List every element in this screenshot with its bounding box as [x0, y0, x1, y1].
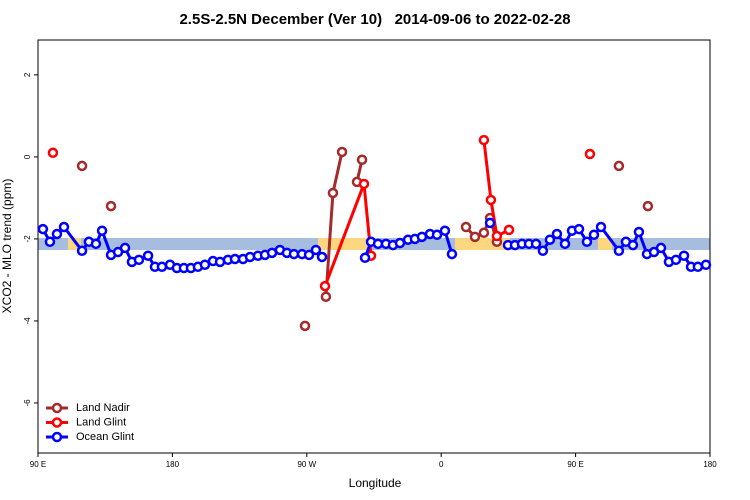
data-point	[356, 154, 368, 166]
data-point	[244, 251, 256, 263]
data-point	[96, 225, 108, 236]
data-point	[229, 253, 241, 265]
data-point	[90, 238, 102, 250]
data-point	[485, 194, 497, 206]
data-point	[503, 224, 515, 236]
data-point	[431, 229, 443, 241]
data-point	[642, 200, 654, 212]
plot-frame	[37, 39, 711, 454]
data-point	[199, 259, 211, 271]
y-tick-label: 2	[23, 72, 32, 77]
data-point	[595, 221, 607, 233]
data-point	[76, 245, 88, 257]
data-point	[544, 234, 556, 245]
data-point	[336, 146, 348, 158]
data-point	[530, 238, 542, 250]
data-point	[460, 221, 472, 233]
legend-marker	[51, 402, 63, 414]
x-tick-label: 90 W	[297, 460, 316, 469]
data-point	[633, 226, 645, 238]
data-point	[439, 225, 451, 236]
y-tick-label: -2	[23, 235, 32, 243]
data-point	[584, 148, 596, 160]
data-point	[119, 242, 131, 254]
legend-marker	[51, 431, 63, 443]
data-point	[416, 231, 428, 243]
data-point	[670, 254, 682, 266]
data-point	[655, 242, 667, 254]
data-point	[537, 245, 549, 257]
data-point	[394, 237, 406, 249]
data-point	[478, 227, 490, 239]
legend: Land Nadir Land Glint Ocean Glint	[46, 402, 134, 443]
data-point	[37, 223, 49, 235]
legend-label: Land Nadir	[76, 402, 130, 414]
chart-title: 2.5S-2.5N December (Ver 10) 2014-09-06 t…	[179, 11, 570, 28]
x-tick-label: 90 E	[567, 460, 583, 469]
x-tick-label: 90 E	[30, 460, 46, 469]
x-tick-label: 0	[439, 460, 444, 469]
data-point	[76, 160, 88, 172]
data-point	[469, 231, 481, 243]
data-point	[491, 230, 503, 242]
data-point	[58, 221, 70, 233]
legend-label: Land Glint	[76, 416, 126, 428]
x-tick-label: 180	[166, 460, 180, 469]
legend-marker	[51, 417, 63, 428]
data-point	[484, 217, 496, 229]
data-point	[358, 178, 370, 190]
data-point	[51, 228, 63, 240]
x-tick-label: 180	[703, 460, 717, 469]
data-point	[359, 252, 371, 264]
data-point	[47, 147, 59, 159]
data-point	[303, 249, 315, 261]
data-point	[156, 261, 168, 273]
data-point	[288, 248, 300, 260]
data-point	[627, 239, 639, 251]
data-point	[327, 187, 339, 199]
y-tick-label: -6	[23, 399, 32, 407]
y-tick-label: 0	[23, 154, 32, 159]
data-point	[319, 280, 331, 292]
legend-label: Ocean Glint	[76, 431, 134, 443]
y-axis-label: XCO2 - MLO trend (ppm)	[0, 179, 14, 314]
data-point	[320, 291, 332, 302]
y-tick-label: -4	[23, 317, 32, 325]
data-point	[559, 238, 571, 250]
data-point	[44, 236, 56, 248]
data-point	[613, 245, 625, 257]
data-point	[105, 200, 117, 212]
data-point	[310, 244, 322, 256]
data-point	[446, 248, 458, 260]
land-band	[598, 238, 612, 250]
data-point	[692, 261, 704, 273]
data-point	[700, 259, 712, 271]
data-point	[478, 134, 490, 146]
data-point	[142, 250, 154, 261]
data-point	[551, 228, 563, 240]
data-point	[613, 160, 625, 172]
data-point	[133, 254, 145, 266]
data-point	[678, 250, 690, 261]
data-point	[299, 320, 311, 332]
data-point	[573, 223, 585, 235]
data-point	[581, 236, 593, 248]
x-axis-label: Longitude	[349, 476, 402, 490]
data-point	[316, 251, 328, 263]
data-point	[588, 229, 600, 241]
